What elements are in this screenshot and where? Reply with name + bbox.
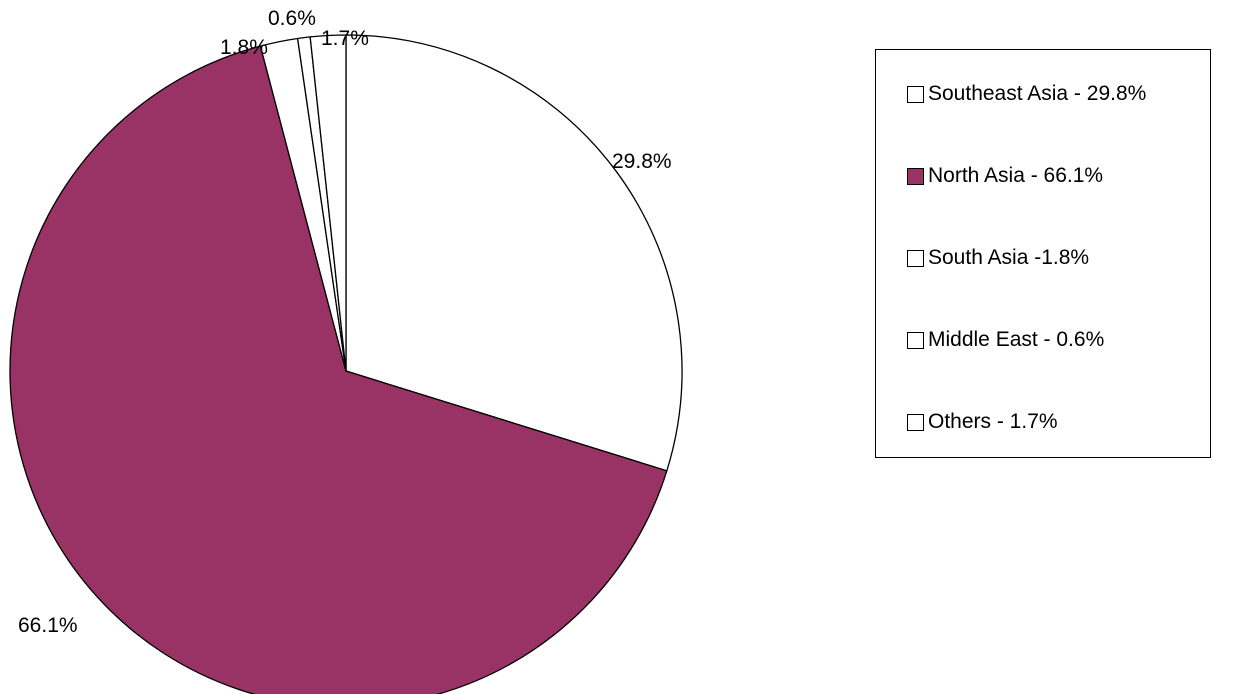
legend-swatch [907,413,924,431]
data-label-southeast-asia: 29.8% [612,150,672,173]
legend-label: North Asia - 66.1% [928,164,1104,187]
data-label-south-asia: 1.8% [220,36,268,59]
legend-item-others: Others - 1.7% [907,410,1058,434]
legend-label: South Asia -1.8% [928,246,1090,269]
chart-legend: Southeast Asia - 29.8% North Asia - 66.1%… [875,49,1211,458]
data-label-others: 1.7% [321,27,369,50]
legend-item-southeast-asia: Southeast Asia - 29.8% [907,82,1146,106]
pie-slice-others [309,34,347,372]
legend-swatch [907,167,924,185]
data-label-north-asia: 66.1% [18,614,78,637]
legend-swatch [907,85,924,103]
legend-swatch [907,331,924,349]
pie-slices [9,34,683,694]
legend-item-south-asia: South Asia -1.8% [907,246,1089,270]
pie-slice-north-asia [9,45,668,694]
legend-label: Others - 1.7% [928,410,1058,433]
legend-swatch [907,249,924,267]
pie-data-labels: 29.8% 66.1% 1.8%0.6%1.7% [18,7,672,637]
legend-item-middle-east: Middle East - 0.6% [907,328,1104,352]
legend-label: Middle East - 0.6% [928,328,1105,351]
data-label-middle-east: 0.6% [268,7,316,30]
pie-slice-southeast-asia [345,34,683,472]
legend-item-north-asia: North Asia - 66.1% [907,164,1103,188]
legend-label: Southeast Asia - 29.8% [928,82,1147,105]
